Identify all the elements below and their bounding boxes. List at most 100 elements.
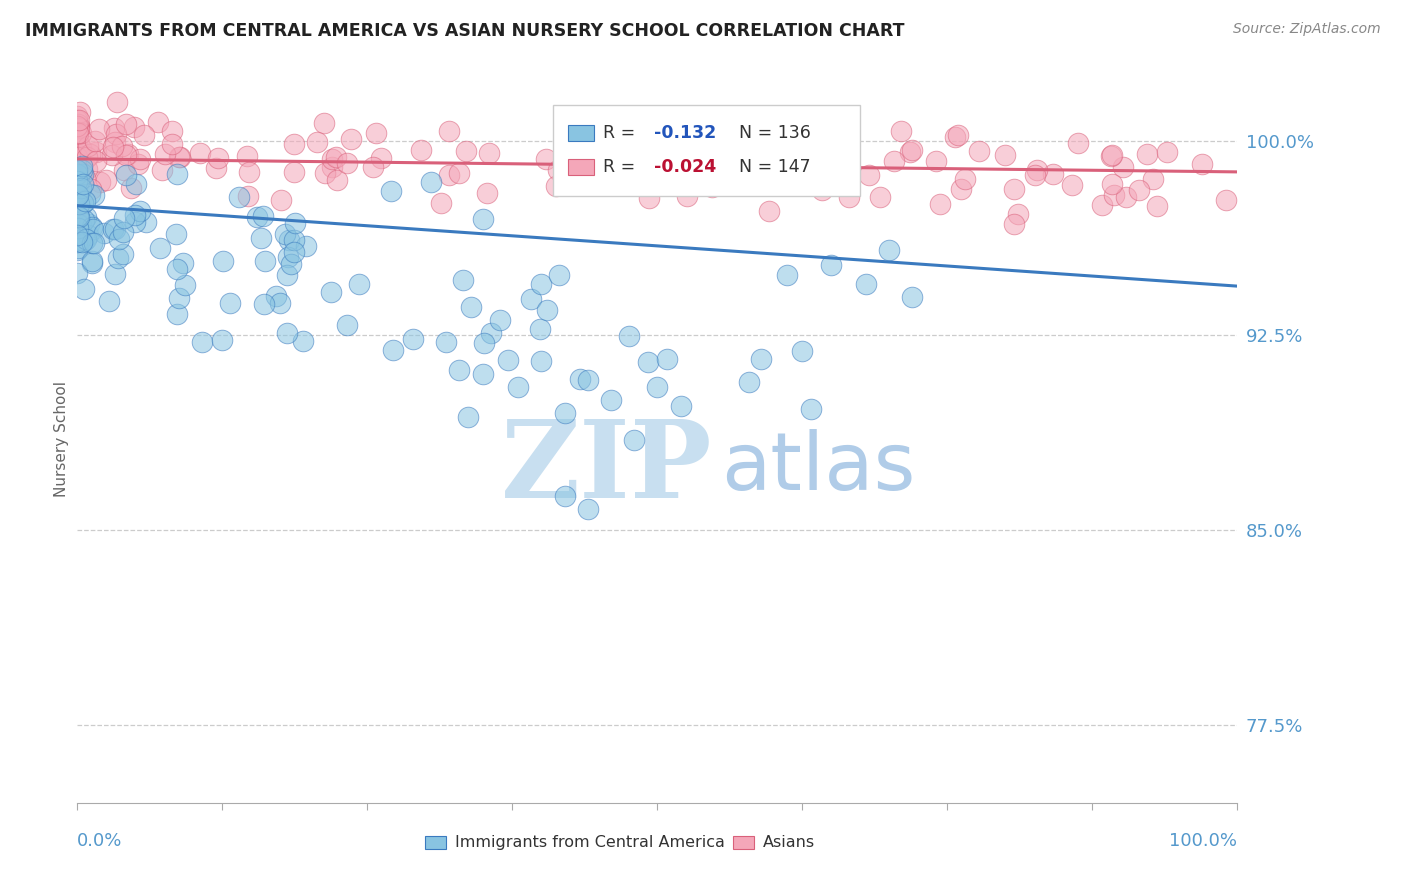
Point: [277, 250, 299, 264]
Point: [66, 140, 89, 154]
Point: [66, 187, 89, 202]
Point: [890, 124, 912, 138]
Point: [472, 335, 495, 350]
Point: [94, 173, 117, 187]
Point: [276, 326, 298, 341]
Point: [838, 126, 860, 140]
Point: [83, 187, 105, 202]
Point: [80, 181, 103, 195]
Point: [738, 375, 761, 389]
Point: [1026, 163, 1049, 178]
Point: [319, 285, 342, 300]
Point: [1104, 187, 1126, 202]
Point: [409, 144, 432, 158]
Point: [325, 150, 347, 164]
Point: [70, 218, 93, 232]
Point: [166, 261, 188, 276]
Point: [554, 490, 576, 504]
Point: [479, 326, 502, 340]
FancyBboxPatch shape: [425, 836, 446, 849]
Point: [530, 277, 553, 291]
Point: [364, 127, 387, 141]
Point: [402, 333, 425, 347]
Point: [112, 247, 135, 261]
Point: [75, 210, 97, 224]
Text: R =: R =: [603, 123, 641, 142]
Point: [252, 209, 274, 223]
Point: [898, 145, 921, 159]
Point: [115, 168, 138, 182]
Point: [339, 131, 361, 145]
Point: [76, 161, 98, 176]
Point: [107, 251, 129, 265]
Point: [811, 183, 834, 197]
Point: [520, 292, 543, 306]
Point: [66, 117, 89, 131]
Point: [530, 354, 553, 368]
Point: [283, 245, 305, 260]
Point: [191, 334, 214, 349]
Point: [314, 116, 336, 130]
Point: [70, 235, 93, 249]
Point: [166, 307, 188, 321]
Point: [949, 181, 972, 195]
Point: [80, 254, 103, 268]
Point: [676, 189, 699, 203]
Point: [66, 151, 89, 165]
Point: [381, 343, 404, 357]
Point: [89, 175, 111, 189]
Point: [1101, 177, 1123, 191]
Point: [790, 344, 813, 359]
Point: [66, 188, 89, 202]
Point: [84, 145, 107, 159]
Text: 0.0%: 0.0%: [77, 832, 122, 850]
Point: [437, 124, 460, 138]
Point: [536, 302, 558, 317]
Point: [447, 363, 470, 377]
Point: [70, 181, 93, 195]
Point: [120, 181, 142, 195]
Point: [70, 159, 93, 173]
Point: [655, 352, 678, 367]
Point: [361, 160, 384, 174]
Point: [900, 143, 922, 157]
Point: [69, 233, 91, 247]
Point: [70, 169, 93, 183]
Point: [776, 268, 799, 283]
Point: [1002, 217, 1025, 231]
Point: [460, 300, 482, 314]
Point: [457, 410, 479, 425]
Point: [127, 156, 149, 170]
Text: Source: ZipAtlas.com: Source: ZipAtlas.com: [1233, 22, 1381, 37]
Point: [153, 146, 176, 161]
Point: [236, 189, 259, 203]
Point: [925, 153, 948, 168]
Point: [554, 142, 576, 156]
Point: [166, 167, 188, 181]
Point: [669, 399, 692, 413]
Point: [292, 334, 315, 348]
Point: [472, 368, 495, 382]
Point: [228, 189, 250, 203]
Text: 100.0%: 100.0%: [1170, 832, 1237, 850]
Text: IMMIGRANTS FROM CENTRAL AMERICA VS ASIAN NURSERY SCHOOL CORRELATION CHART: IMMIGRANTS FROM CENTRAL AMERICA VS ASIAN…: [25, 22, 905, 40]
Point: [475, 186, 498, 200]
Point: [67, 210, 90, 224]
Point: [67, 211, 90, 225]
Point: [76, 227, 98, 242]
FancyBboxPatch shape: [733, 836, 754, 849]
Point: [129, 152, 152, 166]
Point: [420, 175, 443, 189]
Point: [647, 380, 669, 394]
Point: [77, 217, 100, 231]
Point: [111, 139, 134, 153]
Point: [478, 146, 501, 161]
Point: [104, 222, 127, 236]
Point: [349, 277, 371, 292]
Point: [797, 153, 820, 168]
Point: [66, 173, 89, 187]
Point: [1115, 190, 1137, 204]
Point: [685, 136, 707, 150]
Point: [70, 126, 93, 140]
Point: [1060, 178, 1083, 193]
